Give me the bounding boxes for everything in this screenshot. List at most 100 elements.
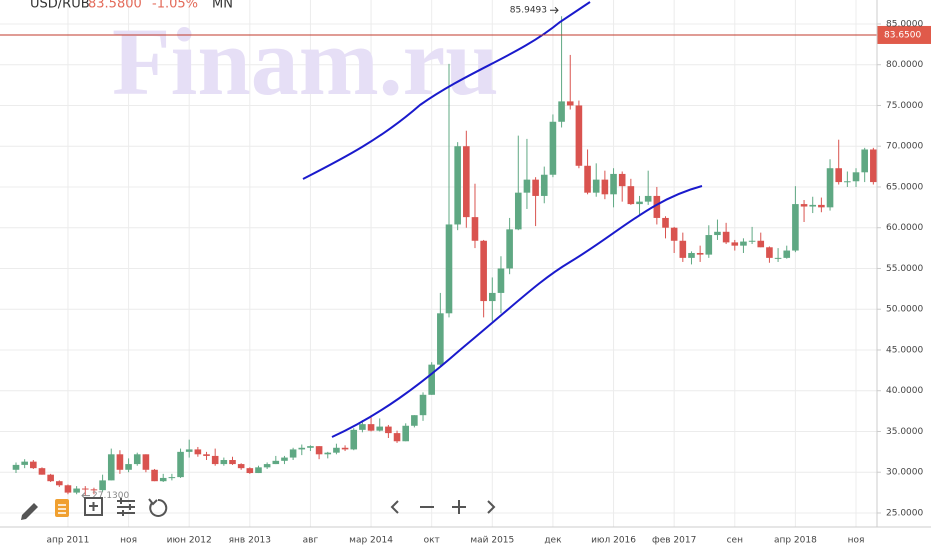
settings-tool[interactable] <box>117 498 135 516</box>
candle-body <box>618 173 626 187</box>
high-arrow <box>550 6 559 14</box>
candle-body <box>592 179 600 193</box>
candle-body <box>471 217 479 241</box>
candle-body <box>116 454 124 470</box>
candle-body <box>506 229 513 269</box>
high-annotation: 85.9493 <box>510 6 547 16</box>
candle-body <box>497 268 505 293</box>
candle-body <box>800 204 808 207</box>
candle-body <box>532 179 539 196</box>
candle-body <box>133 454 141 465</box>
candle-body <box>185 449 193 452</box>
low-annotation: 27.1300 <box>92 491 129 501</box>
list-tool[interactable] <box>55 499 69 517</box>
y-tick-label: 40.0000 <box>886 386 923 396</box>
candle-body <box>540 174 548 196</box>
candle-body <box>610 173 617 195</box>
y-tick-label: 65.0000 <box>886 182 923 192</box>
x-tick-label: авг <box>303 536 319 546</box>
toolbar <box>21 497 168 520</box>
x-tick-label: фев 2017 <box>652 536 696 546</box>
candle-body <box>125 464 132 470</box>
symbol: USD/RUB <box>30 0 90 12</box>
candle-body <box>549 121 557 175</box>
candle-body <box>844 181 851 183</box>
add-tool[interactable] <box>84 497 103 516</box>
candle-body <box>463 146 470 218</box>
x-tick-label: апр 2011 <box>47 536 90 546</box>
candle-body <box>696 252 704 255</box>
candle-body <box>21 461 28 465</box>
zoom-in[interactable] <box>452 500 466 514</box>
candle-body <box>272 460 280 465</box>
candle-body <box>159 477 167 482</box>
candle-body <box>489 292 496 302</box>
candle-body <box>142 454 150 470</box>
candle-body <box>653 195 661 218</box>
candle-body <box>705 235 713 255</box>
candle-body <box>324 452 332 455</box>
navigation <box>390 500 496 514</box>
candle-body <box>211 455 219 465</box>
candle-body <box>566 101 574 106</box>
x-tick-label: июл 2016 <box>591 536 636 546</box>
candle-body <box>818 204 825 208</box>
y-tick-label: 25.0000 <box>886 508 923 518</box>
candle-body <box>826 168 834 208</box>
candle-body <box>722 231 730 243</box>
candle-body <box>445 224 453 314</box>
candle-body <box>757 240 765 248</box>
candle-body <box>601 179 609 195</box>
candle-body <box>12 464 20 470</box>
overlay: 83.6500 85.9493 27.1300 <box>0 6 931 501</box>
x-tick-label: июн 2012 <box>167 536 212 546</box>
trend-line <box>331 185 703 438</box>
watermark: Finam.ru <box>112 8 499 115</box>
y-tick-label: 35.0000 <box>886 427 923 437</box>
candle-body <box>359 424 366 430</box>
candle-body <box>81 488 89 490</box>
candle-body <box>835 168 842 183</box>
candle-body <box>514 192 522 230</box>
y-tick-label: 55.0000 <box>886 264 923 274</box>
candle-body <box>679 240 687 258</box>
candle-body <box>203 454 210 456</box>
nav-right[interactable] <box>487 500 496 514</box>
candle-body <box>766 247 773 258</box>
y-tick-label: 70.0000 <box>886 142 923 152</box>
x-tick-label: ноя <box>120 536 137 546</box>
candle-body <box>237 464 245 469</box>
candle-body <box>64 485 72 493</box>
y-tick-label: 30.0000 <box>886 468 923 478</box>
candle-body <box>437 313 444 365</box>
x-tick-label: янв 2013 <box>229 536 271 546</box>
nav-left[interactable] <box>390 500 399 514</box>
candle-body <box>255 467 262 474</box>
candle-body <box>783 250 791 258</box>
candle-body <box>229 460 236 465</box>
candle-body <box>636 201 643 205</box>
x-tick-label: ноя <box>848 536 865 546</box>
x-tick-label: май 2015 <box>470 536 514 546</box>
candle-body <box>350 429 358 450</box>
candle-body <box>419 394 427 416</box>
candle-body <box>333 447 340 453</box>
candles <box>12 16 877 496</box>
x-tick-label: мар 2014 <box>349 536 393 546</box>
candle-body <box>411 415 418 426</box>
draw-tool[interactable] <box>21 503 38 520</box>
candle-body <box>393 433 401 442</box>
y-tick-label: 85.0000 <box>886 19 923 29</box>
candle-body <box>90 489 98 491</box>
candle-body <box>731 242 739 246</box>
candle-body <box>38 468 46 475</box>
candle-body <box>99 480 106 491</box>
reset-tool[interactable] <box>148 498 168 517</box>
y-tick-label: 75.0000 <box>886 101 923 111</box>
candle-body <box>644 195 652 202</box>
candle-body <box>376 426 384 431</box>
candle-body <box>428 364 435 395</box>
candle-body <box>792 204 799 251</box>
y-tick-label: 45.0000 <box>886 345 923 355</box>
candle-body <box>809 204 817 207</box>
